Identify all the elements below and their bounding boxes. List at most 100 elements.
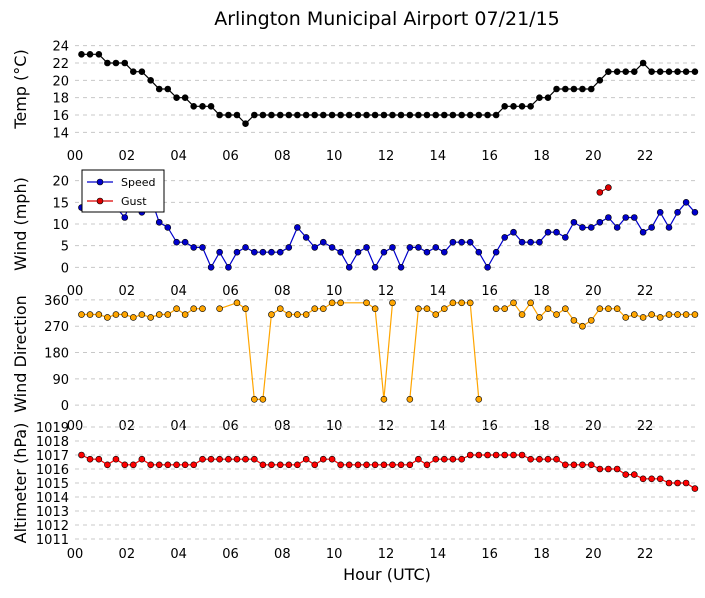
data-point <box>562 305 569 312</box>
series-line <box>81 53 695 125</box>
data-point <box>587 317 595 324</box>
data-point <box>371 111 379 119</box>
data-point <box>544 94 552 101</box>
data-point <box>613 305 621 312</box>
data-point <box>527 299 534 307</box>
data-point <box>458 299 465 307</box>
data-point <box>449 299 457 307</box>
data-point <box>251 455 258 463</box>
data-point <box>510 451 517 459</box>
data-point <box>570 85 578 93</box>
chart-title: Arlington Municipal Airport 07/21/15 <box>214 8 560 30</box>
data-point <box>492 451 500 459</box>
data-point <box>311 461 319 469</box>
x-tick-label: 02 <box>119 547 136 562</box>
data-point <box>630 471 638 478</box>
data-point <box>579 224 586 231</box>
data-point <box>294 111 301 119</box>
data-point <box>216 455 223 463</box>
x-tick-label: 04 <box>170 149 187 164</box>
data-point <box>294 461 301 469</box>
data-point <box>458 455 465 463</box>
data-point <box>181 94 189 101</box>
data-point <box>406 461 414 469</box>
x-tick-label: 02 <box>119 149 136 164</box>
data-point <box>510 103 517 110</box>
data-point <box>475 111 483 119</box>
data-point <box>441 111 448 119</box>
y-tick-label: 1011 <box>36 533 69 548</box>
data-point <box>682 479 690 487</box>
data-point <box>536 455 543 463</box>
data-point <box>397 264 405 271</box>
data-point <box>199 244 206 251</box>
data-point <box>233 299 241 307</box>
data-point <box>190 244 197 251</box>
y-axis-label: Altimeter (hPa) <box>11 423 30 544</box>
data-point <box>345 111 353 119</box>
x-tick-label: 16 <box>481 284 498 299</box>
legend-box <box>81 169 165 213</box>
data-point <box>648 68 655 75</box>
data-point <box>276 305 284 312</box>
data-point <box>233 248 241 256</box>
data-point <box>691 209 699 216</box>
series-direction <box>78 299 699 403</box>
data-point <box>432 455 440 463</box>
data-point <box>233 111 241 119</box>
data-point <box>276 111 284 119</box>
x-tick-label: 16 <box>481 419 498 434</box>
data-point <box>319 305 327 312</box>
series-speed <box>78 189 699 271</box>
data-point <box>622 471 630 478</box>
x-tick-label: 16 <box>481 547 498 562</box>
x-tick-label: 22 <box>637 284 654 299</box>
data-point <box>527 455 534 463</box>
legend-item-gust: Gust <box>87 195 147 208</box>
data-point <box>639 228 647 236</box>
data-point <box>605 68 612 75</box>
legend-marker <box>96 178 104 186</box>
data-point <box>259 111 267 119</box>
x-tick-label: 08 <box>274 547 291 562</box>
data-point <box>95 311 103 318</box>
x-tick-label: 04 <box>170 419 187 434</box>
x-axis-label: Hour (UTC) <box>343 565 431 584</box>
data-point <box>276 248 284 256</box>
data-point <box>484 451 491 459</box>
data-point <box>449 455 457 463</box>
x-tick-label: 10 <box>326 149 343 164</box>
data-point <box>285 111 293 119</box>
y-tick-label: 14 <box>52 126 69 141</box>
series-gust <box>596 184 612 196</box>
data-point <box>613 465 621 473</box>
data-point <box>510 228 517 236</box>
data-point <box>95 51 103 58</box>
data-point <box>389 111 396 119</box>
x-tick-label: 02 <box>119 284 136 299</box>
data-point <box>596 77 604 84</box>
data-point <box>605 184 612 191</box>
data-point <box>104 461 111 469</box>
data-point <box>389 244 396 251</box>
data-point <box>544 455 552 463</box>
data-point <box>501 103 508 110</box>
data-point <box>199 305 206 312</box>
legend-label: Speed <box>121 176 155 189</box>
series-line <box>409 302 480 400</box>
data-point <box>397 461 405 469</box>
data-point <box>363 461 370 469</box>
x-tick-label: 06 <box>222 284 239 299</box>
data-point <box>432 311 440 318</box>
data-point <box>104 59 111 67</box>
data-point <box>207 103 215 110</box>
data-point <box>164 85 172 93</box>
y-tick-label: 24 <box>52 40 69 55</box>
data-point <box>570 218 578 226</box>
data-point <box>656 68 664 75</box>
data-point <box>492 248 500 256</box>
data-point <box>147 461 154 469</box>
data-point <box>484 264 491 271</box>
